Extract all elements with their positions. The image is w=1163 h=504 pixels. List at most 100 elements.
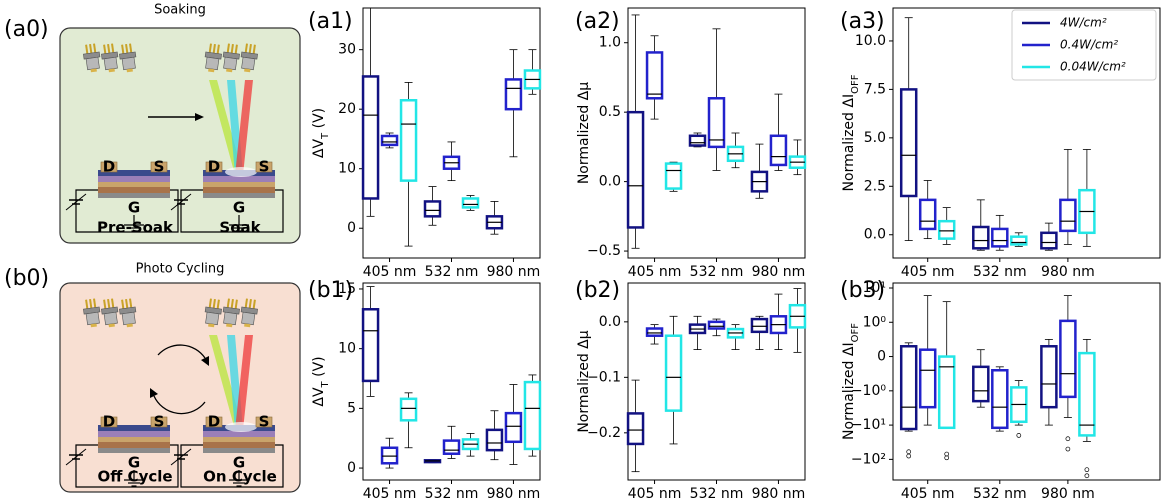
laser-body [205,311,220,326]
device-label: S [154,158,165,176]
electrode [100,161,118,173]
box [991,227,1009,248]
box [380,134,399,147]
outlier [944,455,950,461]
box [626,412,645,446]
panel-label: (b2) [575,278,620,303]
y-tick-label: 0.5 [599,104,621,120]
laser-diode [83,298,101,328]
device-layer [203,187,275,193]
y-tick-label: 0.0 [599,314,621,330]
electrode [150,416,168,428]
laser-window [244,323,251,328]
box [485,428,504,452]
laser-pin [230,298,234,310]
laser-window [126,323,133,328]
device-layer [98,182,170,187]
circuit-wire [75,189,179,233]
x-tick-label: 405 nm [901,486,955,502]
laser-pin [248,43,252,55]
laser-body [103,56,118,71]
laser-window [226,68,233,73]
box [688,134,707,147]
device-layer [98,193,170,198]
x-tick-label: 532 nm [425,264,479,280]
variable-arrow [170,193,192,211]
laser-body [241,311,256,326]
laser-body [85,311,100,326]
laser-body [121,311,136,326]
laser-window [90,68,97,73]
device-label: D [103,158,115,176]
x-tick-label: 405 nm [628,264,682,280]
laser-body [85,56,100,71]
y-axis-label-part: Normalized ΔI [841,94,857,192]
laser-pin [85,299,89,310]
y-tick-label: 15 [338,281,356,297]
device-label: S [154,413,165,431]
x-tick-label: 532 nm [690,486,744,502]
variable-arrow [65,193,87,211]
arrow-head [150,388,158,398]
laser-pin [125,298,129,310]
laser-pin [121,299,125,310]
laser-window [244,68,251,73]
y-axis-label-part: OFF [850,74,861,94]
laser-pin [230,43,234,55]
panel-label: (a1) [308,9,353,34]
x-tick-label: 980 nm [1041,486,1095,502]
x-tick-label: 532 nm [973,486,1027,502]
laser-pin [111,298,115,309]
laser-diode [101,298,119,328]
y-tick-label: −0.2 [587,425,621,441]
laser-pin [244,43,248,54]
y-axis-label: Normalized Δμ [576,82,592,184]
box [461,197,480,209]
laser-pin [111,43,115,54]
laser-body [103,311,118,326]
y-axis-label-part: Normalized Δμ [576,330,592,432]
cycle-arrow [157,344,206,359]
box [1010,235,1028,246]
box [664,334,683,412]
device-layer [203,448,275,453]
box [918,198,937,231]
device-layer [203,442,275,448]
outlier [1084,473,1090,479]
y-tick-label: 20 [338,101,356,117]
electrode [205,416,223,428]
electrode [100,416,118,428]
device-label: S [259,158,270,176]
device-layer [203,431,275,437]
box [645,327,664,337]
laser-pin [244,298,248,309]
y-tick-label: −0.5 [587,243,621,259]
x-tick-label: 980 nm [752,264,806,280]
box [399,397,418,422]
legend-label: 0.04W/cm² [1060,60,1126,74]
laser-window [90,323,97,328]
y-axis-label-part: Normalized ΔI [841,342,857,440]
x-tick-label: 980 nm [487,264,541,280]
box [1078,351,1096,437]
y-axis-label: Normalized ΔIOFF [841,323,861,440]
device-label: G [128,199,140,217]
device-label: G [128,454,140,472]
electrode [205,161,223,173]
variable-arrow [170,448,192,466]
laser-diode [240,298,258,328]
circuit-wire [180,189,284,233]
light-spot [225,167,257,177]
y-axis-label-part: ΔV [311,139,327,159]
x-tick-label: 532 nm [973,264,1027,280]
y-tick-label: 10¹ [863,280,886,296]
laser-pin [216,44,220,55]
device-label: G [233,199,245,217]
light-beam [235,80,253,175]
y-tick-label: 0 [347,220,356,236]
laser-pin [121,44,125,55]
box [442,439,461,455]
light-spot [225,422,257,432]
device-layer [98,431,170,437]
y-tick-label: −0.1 [587,369,621,385]
